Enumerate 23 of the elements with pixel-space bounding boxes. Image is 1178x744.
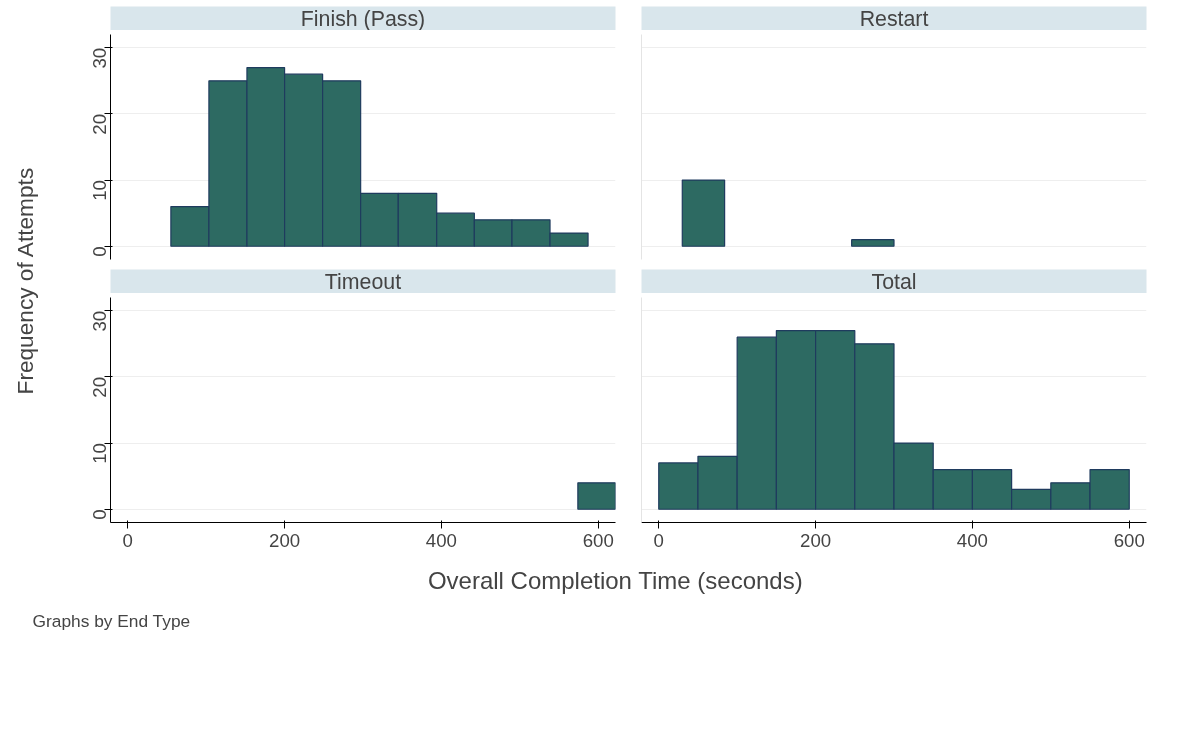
y-tick-label: 0 [89, 509, 110, 520]
x-tick-label: 0 [122, 529, 133, 551]
x-tick-label: 200 [269, 529, 301, 551]
x-tick-label: 200 [800, 529, 832, 551]
chart-title: Restart [859, 6, 929, 31]
x-tick-label: 600 [1113, 529, 1145, 551]
y-tick-label: 20 [89, 376, 110, 398]
x-tick-label: 600 [582, 529, 614, 551]
y-tick-label: 20 [89, 113, 110, 135]
chart-title: Finish (Pass) [300, 6, 426, 31]
y-tick-label: 0 [89, 246, 110, 257]
y-tick-label: 10 [89, 443, 110, 464]
text: Graphs by End Type [32, 610, 191, 631]
x-tick-label: 0 [653, 529, 664, 551]
y-axis-title: Frequency of Attempts [11, 167, 38, 395]
x-tick-label: 400 [956, 529, 988, 551]
chart-title: Timeout [324, 269, 402, 294]
chart-title: Total [871, 269, 917, 294]
x-tick-label: 400 [425, 529, 457, 551]
y-tick-label: 30 [89, 47, 110, 69]
y-tick-label: 30 [89, 310, 110, 332]
y-tick-label: 10 [89, 180, 110, 201]
x-axis-title: Overall Completion Time (seconds) [427, 567, 803, 594]
